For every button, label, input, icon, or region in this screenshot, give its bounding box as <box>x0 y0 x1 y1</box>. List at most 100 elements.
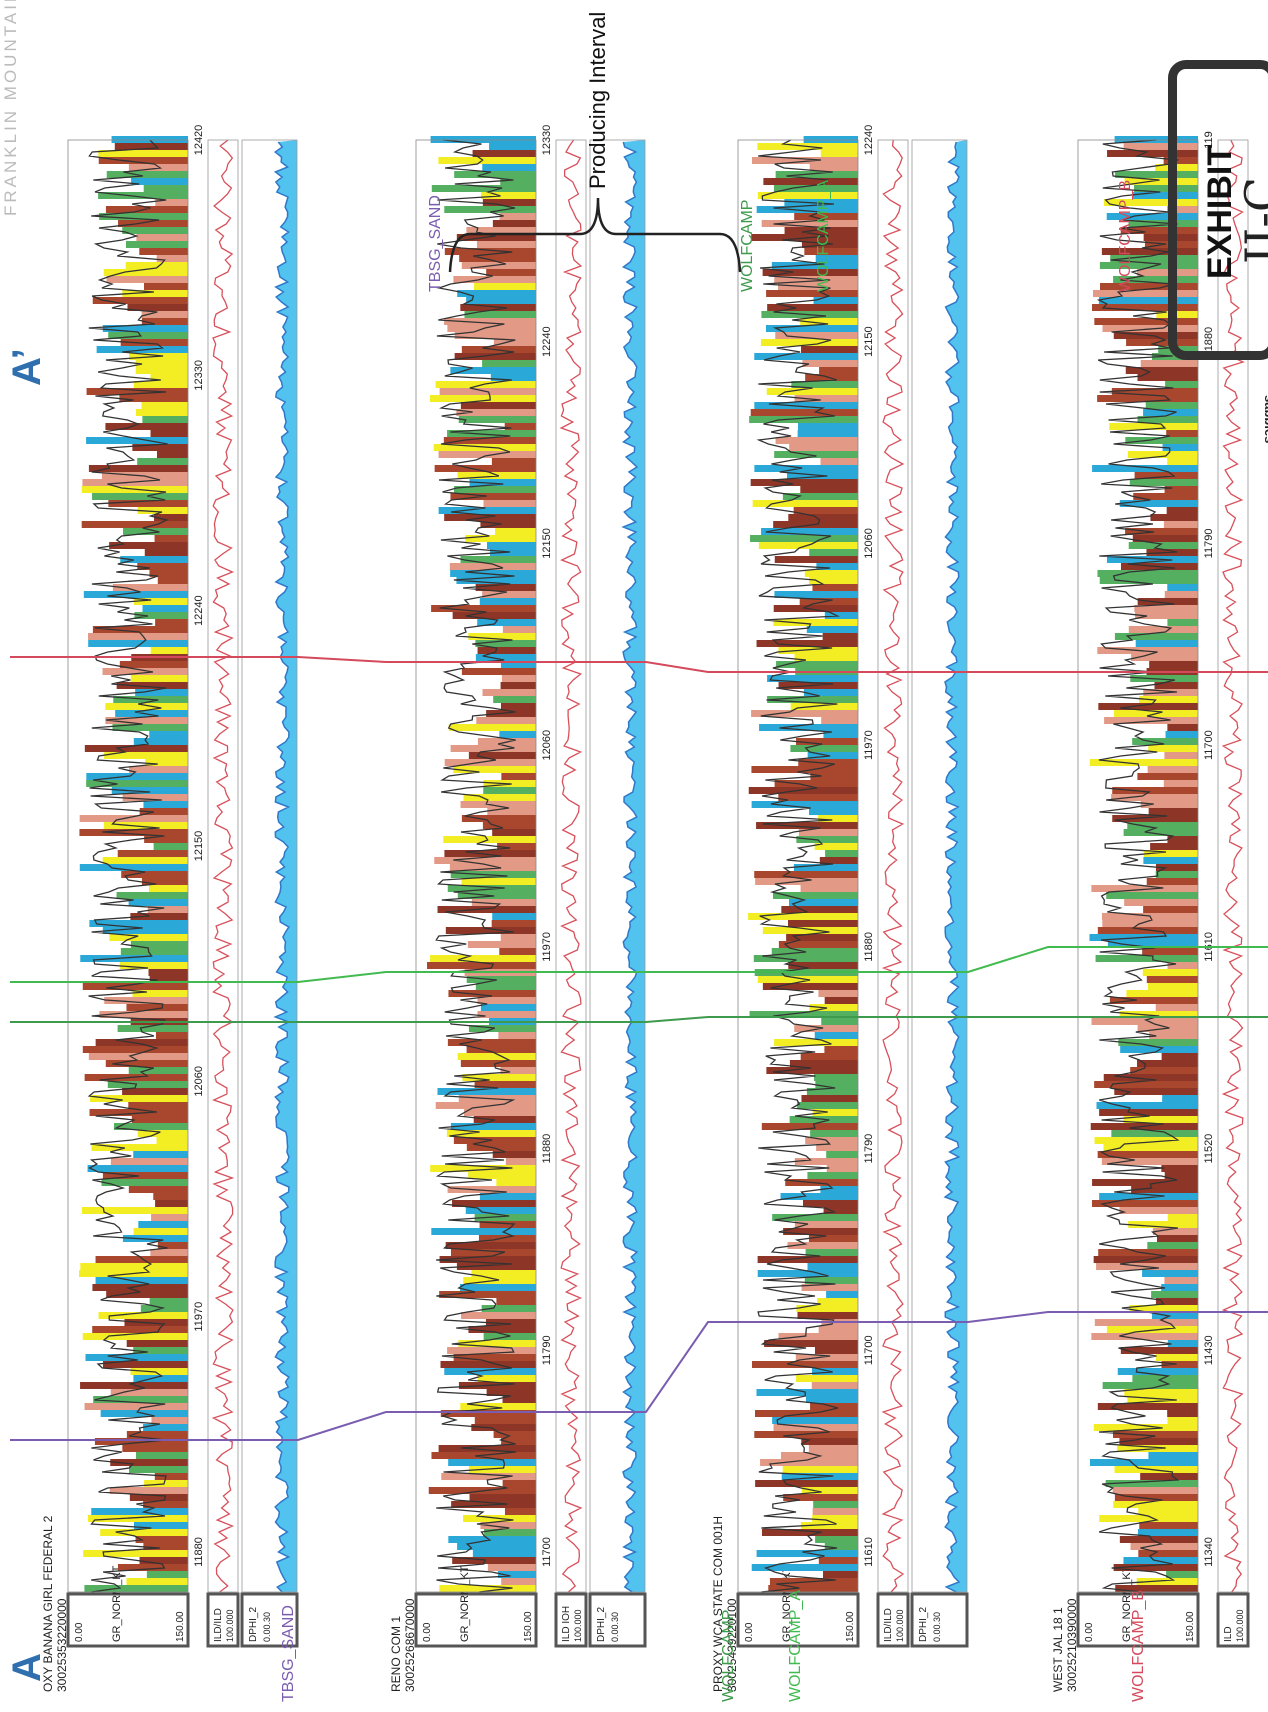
lithology-fill <box>154 535 189 542</box>
lithology-fill <box>482 689 536 696</box>
lithology-fill <box>464 1109 537 1116</box>
lithology-fill <box>104 997 188 1004</box>
lithology-fill <box>1163 780 1198 787</box>
lithology-fill <box>1151 1291 1198 1298</box>
lithology-fill <box>467 941 537 948</box>
lithology-fill <box>778 1333 859 1340</box>
lithology-fill <box>430 1165 536 1172</box>
lithology-fill <box>485 1319 536 1326</box>
lithology-fill <box>143 801 188 808</box>
lithology-fill <box>797 1102 859 1109</box>
phi-track-header <box>240 1592 299 1648</box>
lithology-fill <box>1091 1200 1199 1207</box>
lithology-fill <box>812 584 858 591</box>
lithology-fill <box>133 1151 188 1158</box>
lithology-fill <box>1136 1578 1199 1585</box>
lithology-fill <box>86 437 188 444</box>
lithology-fill <box>802 360 859 367</box>
lithology-fill <box>820 1186 858 1193</box>
resistivity-curve <box>559 139 583 1593</box>
gr-track-header <box>66 1592 190 1648</box>
lithology-fill <box>801 1284 858 1291</box>
lithology-fill <box>823 1571 858 1578</box>
lithology-fill <box>447 1186 537 1193</box>
lithology-fill <box>486 542 536 549</box>
phi-track-frame <box>911 139 968 1593</box>
lithology-fill <box>144 549 189 556</box>
lithology-fill <box>146 1571 188 1578</box>
lithology-fill <box>804 248 858 255</box>
lithology-fill <box>129 1466 188 1473</box>
lithology-fill <box>129 1494 189 1501</box>
lithology-fill <box>754 465 858 472</box>
lithology-fill <box>803 689 859 696</box>
lithology-fill <box>1120 1347 1198 1354</box>
lithology-fill <box>768 1585 858 1592</box>
lithology-fill <box>791 381 858 388</box>
resistivity-curve <box>1221 139 1245 1593</box>
lithology-fill <box>1167 584 1198 591</box>
lithology-fill <box>489 143 536 150</box>
lithology-fill <box>119 395 188 402</box>
lithology-fill <box>754 402 858 409</box>
lithology-fill <box>1101 1158 1199 1165</box>
lithology-fill <box>144 1480 189 1487</box>
lithology-fill <box>87 1515 188 1522</box>
lithology-fill <box>1166 507 1198 514</box>
lithology-fill <box>752 157 859 164</box>
lithology-fill <box>450 745 536 752</box>
lithology-fill <box>156 451 188 458</box>
lithology-fill <box>788 962 859 969</box>
lithology-fill <box>783 1494 859 1501</box>
lithology-fill <box>482 199 536 206</box>
lithology-fill <box>766 388 858 395</box>
depth-label: 11700 <box>541 1537 553 1567</box>
lithology-fill <box>1148 1452 1198 1459</box>
lithology-fill <box>775 437 859 444</box>
lithology-fill <box>110 1158 188 1165</box>
lithology-fill <box>1097 395 1198 402</box>
exhibit-tag: EXHIBIT II-C sabbles <box>1168 60 1268 443</box>
lithology-fill <box>1106 892 1198 899</box>
lithology-fill <box>482 822 537 829</box>
lithology-fill <box>1094 1319 1198 1326</box>
lithology-fill <box>1091 885 1199 892</box>
lithology-fill <box>756 822 859 829</box>
lithology-fill <box>430 136 536 143</box>
lithology-fill <box>790 745 859 752</box>
lithology-fill <box>1143 906 1199 913</box>
lithology-fill <box>763 178 859 185</box>
wolfcamp-b-bottom-label: WOLFCAMP_B <box>1130 1590 1147 1702</box>
lithology-fill <box>105 717 188 724</box>
lithology-fill <box>1127 822 1198 829</box>
lithology-fill <box>772 1214 858 1221</box>
lithology-fill <box>137 507 189 514</box>
lithology-fill <box>748 787 859 794</box>
lithology-fill <box>460 1284 537 1291</box>
res-track-label: ILD <box>1223 1626 1234 1642</box>
lithology-fill <box>1126 990 1198 997</box>
lithology-fill <box>1119 1207 1199 1214</box>
lithology-fill <box>1137 416 1199 423</box>
lithology-fill <box>111 136 188 143</box>
lithology-fill <box>1163 521 1199 528</box>
lithology-fill <box>1156 1235 1199 1242</box>
lithology-fill <box>148 969 189 976</box>
lithology-fill <box>821 717 859 724</box>
lithology-fill <box>141 402 189 409</box>
depth-label: 12150 <box>193 831 205 862</box>
lithology-fill <box>127 304 188 311</box>
lithology-fill <box>140 1305 188 1312</box>
lithology-fill <box>781 906 859 913</box>
lithology-fill <box>1143 857 1198 864</box>
lithology-fill <box>120 948 188 955</box>
depth-label: 12060 <box>863 528 875 559</box>
lithology-fill <box>474 283 537 290</box>
lithology-fill <box>444 318 537 325</box>
lithology-fill <box>804 570 858 577</box>
lithology-fill <box>498 1032 537 1039</box>
lithology-fill <box>1092 1179 1198 1186</box>
lithology-fill <box>1167 724 1199 731</box>
lithology-fill <box>794 1158 859 1165</box>
depth-label: 11790 <box>541 1335 553 1365</box>
